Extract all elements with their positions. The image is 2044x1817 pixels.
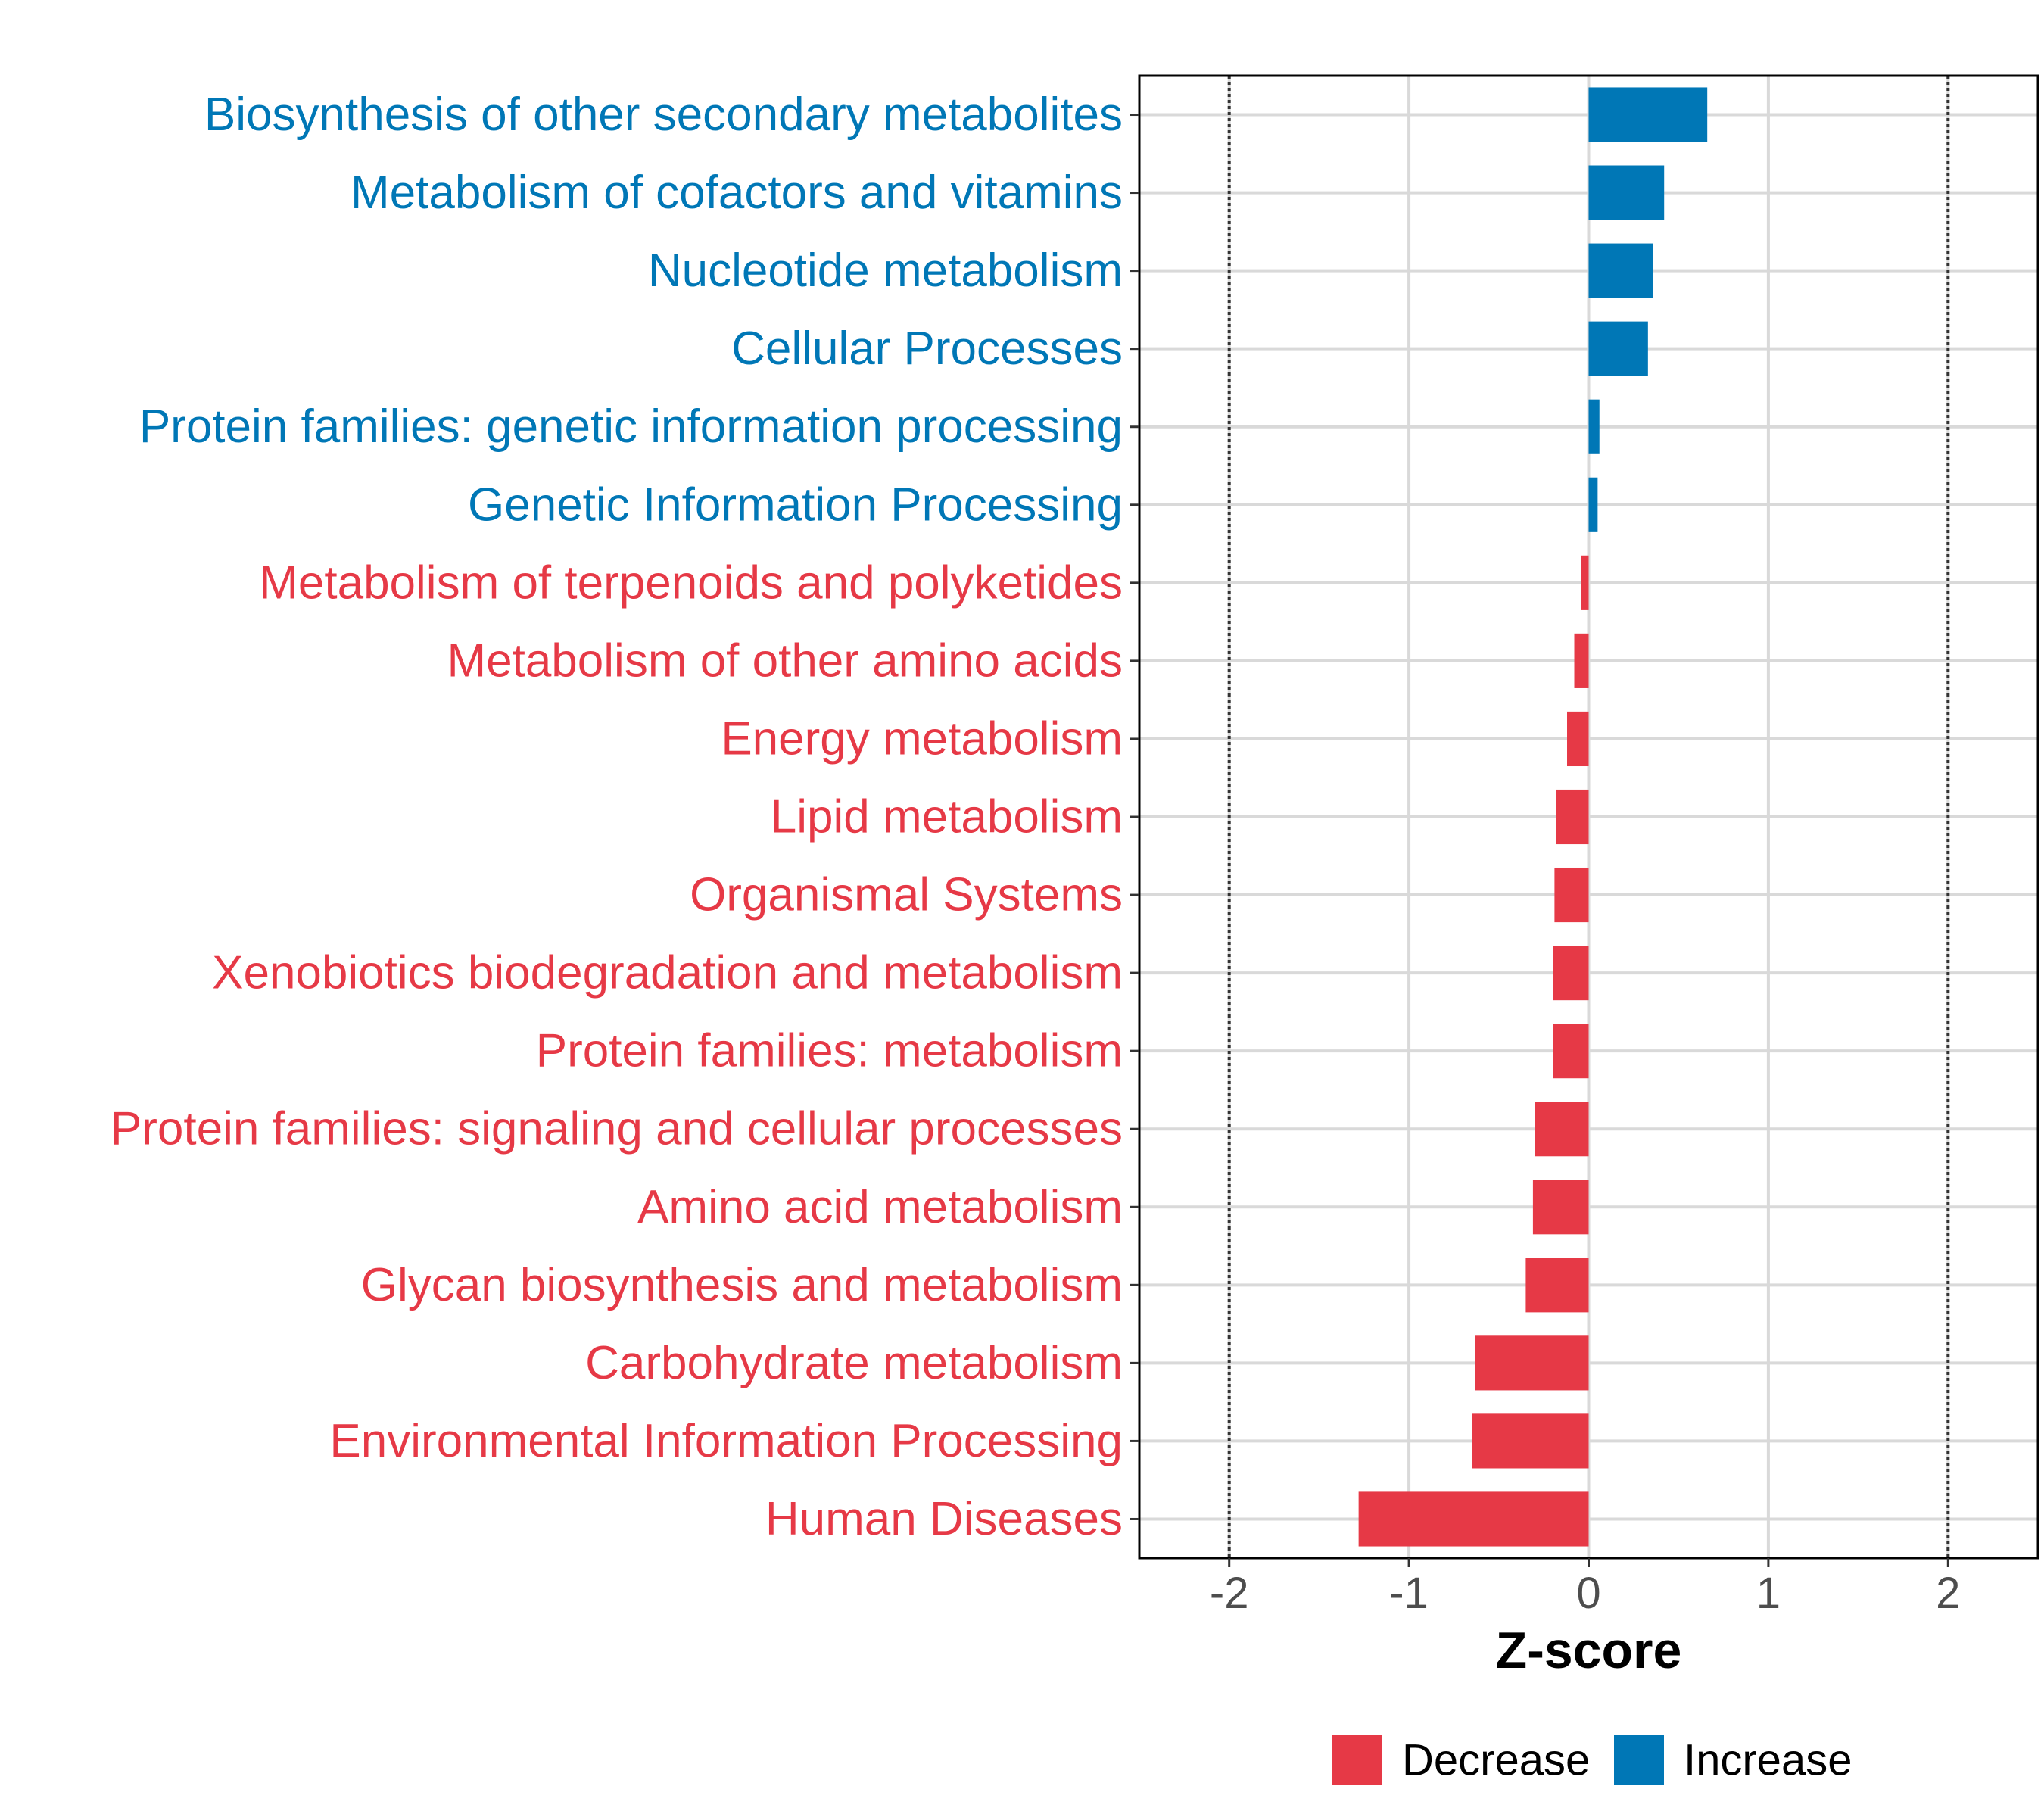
category-label: Glycan biosynthesis and metabolism bbox=[361, 1259, 1123, 1311]
bar bbox=[1588, 321, 1648, 376]
bar bbox=[1535, 1102, 1589, 1157]
x-tick-label: 0 bbox=[1576, 1569, 1600, 1618]
bar bbox=[1588, 87, 1708, 142]
x-tick-label: 1 bbox=[1756, 1569, 1781, 1618]
bar bbox=[1567, 711, 1589, 767]
legend-label: Decrease bbox=[1402, 1736, 1590, 1785]
bar bbox=[1554, 867, 1589, 923]
category-label: Amino acid metabolism bbox=[637, 1181, 1123, 1233]
category-label: Metabolism of other amino acids bbox=[447, 634, 1123, 687]
reference-lines bbox=[1227, 76, 1950, 1558]
category-label: Protein families: metabolism bbox=[536, 1025, 1123, 1077]
legend-label: Increase bbox=[1684, 1736, 1852, 1785]
legend-key bbox=[1332, 1735, 1382, 1785]
x-axis-title: Z-score bbox=[1496, 1622, 1682, 1679]
category-label: Energy metabolism bbox=[721, 712, 1123, 765]
category-label: Environmental Information Processing bbox=[329, 1415, 1123, 1467]
bar bbox=[1588, 399, 1600, 454]
category-label: Lipid metabolism bbox=[771, 791, 1123, 843]
legend-key bbox=[1614, 1735, 1664, 1785]
bar bbox=[1358, 1491, 1589, 1547]
category-label: Nucleotide metabolism bbox=[648, 245, 1123, 297]
category-label: Organismal Systems bbox=[690, 869, 1123, 921]
category-label: Protein families: signaling and cellular… bbox=[111, 1103, 1123, 1155]
category-label: Metabolism of terpenoids and polyketides bbox=[259, 556, 1123, 609]
bar bbox=[1588, 477, 1598, 532]
bar bbox=[1588, 243, 1653, 298]
category-label: Protein families: genetic information pr… bbox=[139, 400, 1123, 453]
x-tick-label: -2 bbox=[1210, 1569, 1249, 1618]
bar bbox=[1574, 633, 1589, 688]
x-tick-label: -1 bbox=[1389, 1569, 1429, 1618]
y-ticks bbox=[1130, 114, 1139, 1520]
category-labels: Biosynthesis of other secondary metaboli… bbox=[111, 89, 1123, 1545]
category-label: Xenobiotics biodegradation and metabolis… bbox=[212, 947, 1123, 999]
bar bbox=[1553, 946, 1589, 1001]
x-ticks: -2 -1 0 1 2 bbox=[1210, 1558, 1960, 1618]
category-label: Genetic Information Processing bbox=[468, 478, 1123, 531]
bar bbox=[1525, 1258, 1589, 1313]
category-label: Cellular Processes bbox=[731, 323, 1123, 375]
bar bbox=[1472, 1413, 1589, 1469]
bars bbox=[1358, 87, 1708, 1547]
bar bbox=[1556, 789, 1589, 845]
bar bbox=[1532, 1180, 1589, 1235]
category-label: Human Diseases bbox=[765, 1493, 1123, 1545]
x-tick-label: 2 bbox=[1936, 1569, 1960, 1618]
category-label: Carbohydrate metabolism bbox=[585, 1337, 1123, 1389]
category-label: Biosynthesis of other secondary metaboli… bbox=[204, 89, 1123, 141]
bar bbox=[1553, 1024, 1589, 1079]
bar bbox=[1475, 1335, 1589, 1391]
bar bbox=[1581, 555, 1589, 610]
legend: Decrease Increase bbox=[1332, 1735, 1852, 1785]
category-label: Metabolism of cofactors and vitamins bbox=[351, 167, 1123, 219]
bar bbox=[1588, 165, 1665, 220]
